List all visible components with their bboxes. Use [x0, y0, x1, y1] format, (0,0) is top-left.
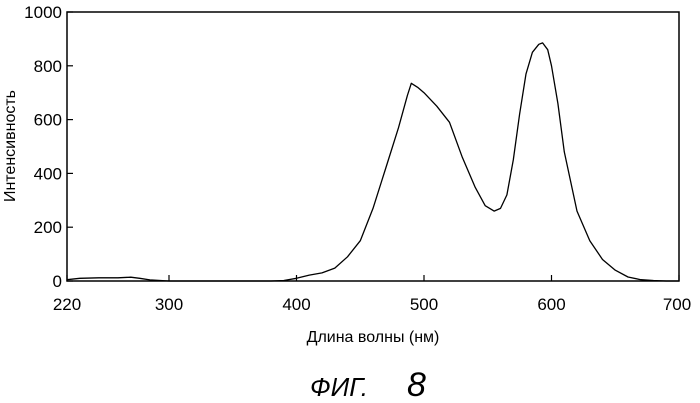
- x-tick-label: 220: [53, 295, 81, 314]
- x-tick-label: 300: [155, 295, 183, 314]
- intensity-curve: [67, 43, 679, 281]
- y-tick-label: 800: [34, 57, 62, 76]
- figure-caption-number: 8: [407, 366, 426, 403]
- y-axis-ticks: 0 200 400 600 800 1000: [24, 3, 73, 291]
- plot-area: [67, 12, 679, 281]
- plot-frame: [67, 12, 679, 281]
- y-tick-label: 400: [34, 164, 62, 183]
- figure-caption: ФИГ. 8: [310, 366, 426, 403]
- x-tick-label: 600: [537, 295, 565, 314]
- x-tick-label: 400: [282, 295, 310, 314]
- y-tick-label: 1000: [24, 3, 62, 22]
- y-tick-label: 200: [34, 218, 62, 237]
- x-axis-label: Длина волны (нм): [307, 329, 440, 346]
- x-tick-label: 700: [663, 295, 691, 314]
- x-tick-label: 500: [410, 295, 438, 314]
- figure-caption-prefix: ФИГ.: [310, 372, 368, 402]
- y-axis-label: Интенсивность: [2, 90, 19, 202]
- y-tick-label: 600: [34, 111, 62, 130]
- y-tick-label: 0: [53, 272, 62, 291]
